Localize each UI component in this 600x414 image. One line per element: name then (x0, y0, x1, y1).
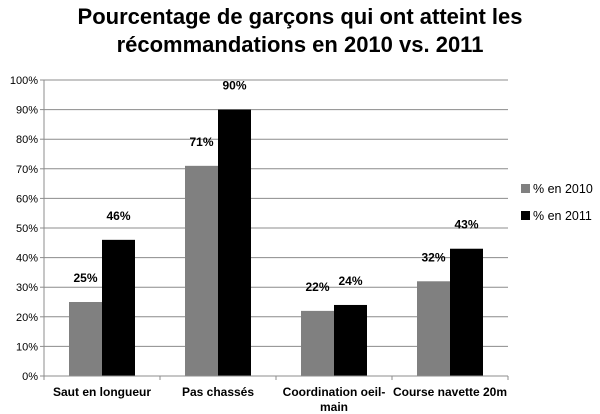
y-tick-label: 50% (16, 223, 38, 235)
bar-2011 (218, 109, 251, 376)
chart-title-line-2: récommandations en 2010 vs. 2011 (117, 32, 484, 57)
data-label: 32% (421, 250, 445, 264)
data-label: 46% (106, 209, 130, 223)
data-label: 43% (454, 218, 478, 232)
y-tick-label: 30% (16, 282, 38, 294)
data-label: 22% (305, 280, 329, 294)
data-label: 90% (222, 79, 246, 93)
category-label: Pas chassés (182, 385, 254, 399)
data-label: 24% (338, 274, 362, 288)
bars (69, 109, 483, 376)
data-label: 71% (189, 135, 213, 149)
bar-2010 (301, 310, 334, 376)
x-axis-category-labels: Saut en longueur Pas chassés Coordination … (53, 385, 507, 414)
bar-2011 (450, 248, 483, 376)
y-tick-label: 40% (16, 253, 38, 265)
y-tick-label: 80% (16, 134, 38, 146)
y-tick-label: 10% (16, 341, 38, 353)
legend-label: % en 2011 (533, 209, 592, 223)
category-label: Saut en longueur (53, 385, 151, 399)
data-label: 25% (73, 271, 97, 285)
y-tick-label: 70% (16, 164, 38, 176)
y-tick-label: 0% (22, 371, 38, 383)
y-axis-tick-labels: 0% 10% 20% 30% 40% 50% 60% 70% 80% 90% 100% (10, 75, 38, 383)
y-tick-label: 20% (16, 312, 38, 324)
legend-swatch (521, 184, 530, 193)
legend-swatch (521, 211, 530, 220)
bar-2011 (102, 239, 135, 376)
bar-2010 (417, 281, 450, 376)
chart-title-line-1: Pourcentage de garçons qui ont atteint l… (78, 4, 523, 29)
y-tick-label: 90% (16, 105, 38, 117)
bar-2010 (185, 165, 218, 376)
category-label: main (320, 400, 348, 414)
data-labels: 25% 71% 22% 32% 46% 90% 24% 43% (73, 79, 478, 294)
legend: % en 2010 % en 2011 (521, 182, 593, 223)
y-tick-label: 60% (16, 193, 38, 205)
axes (43, 80, 509, 380)
legend-label: % en 2010 (533, 182, 593, 196)
bar-2010 (69, 302, 102, 376)
category-label: Course navette 20m (393, 385, 507, 399)
y-tick-label: 100% (10, 75, 38, 87)
bar-2011 (334, 304, 367, 376)
category-label: Coordination oeil- (283, 385, 386, 399)
